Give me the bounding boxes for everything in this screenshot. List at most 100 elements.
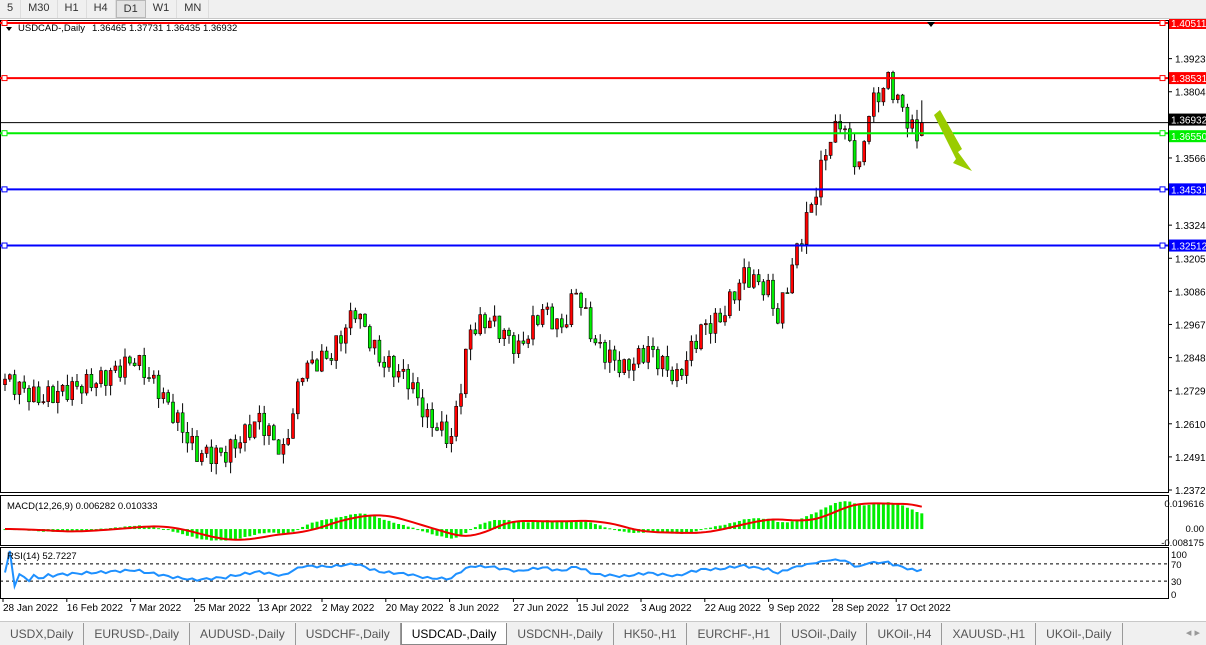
- candle: [631, 357, 636, 381]
- chart-tab[interactable]: USOil-,Daily: [781, 623, 868, 645]
- macd-bar: [785, 522, 789, 530]
- macd-panel: [0, 495, 1169, 546]
- chart-tab[interactable]: AUDUSD-,Daily: [190, 623, 296, 645]
- price-tick-label: 1.27295: [1175, 387, 1206, 398]
- candle-body: [809, 204, 814, 213]
- macd-bar: [301, 526, 305, 530]
- tab-scroll-arrows[interactable]: ◂ ▸: [1185, 627, 1200, 639]
- candle-body: [660, 356, 665, 370]
- candle: [463, 348, 468, 398]
- line-handle[interactable]: [1, 130, 8, 137]
- candle-body: [219, 447, 223, 453]
- candle: [795, 242, 799, 269]
- candle: [228, 438, 233, 474]
- candle: [891, 70, 895, 104]
- price-tick-label: 1.26105: [1175, 420, 1206, 431]
- chart-tab[interactable]: UKOil-,Daily: [1036, 623, 1123, 645]
- macd-bar: [718, 525, 722, 530]
- macd-bar: [349, 514, 353, 530]
- candle-body: [166, 392, 170, 403]
- chart-tab[interactable]: XAUUSD-,H1: [942, 623, 1037, 645]
- date-label: 27 Jun 2022: [513, 603, 568, 614]
- candle: [449, 427, 454, 453]
- line-handle[interactable]: [1, 20, 8, 26]
- candle: [742, 258, 747, 290]
- line-handle[interactable]: [1159, 75, 1166, 82]
- timeframe-w1[interactable]: W1: [146, 0, 178, 18]
- timeframe-5[interactable]: 5: [0, 0, 22, 18]
- rsi-panel: [0, 547, 1169, 599]
- date-label: 16 Feb 2022: [67, 603, 124, 614]
- candle-body: [94, 383, 98, 388]
- candle: [411, 372, 415, 394]
- price-chart[interactable]: 1.39230 1.38040 1.35660 1.33245 1.32055 1.308…: [0, 19, 1206, 620]
- candle: [919, 100, 924, 137]
- line-handle[interactable]: [1159, 242, 1166, 249]
- candle-body: [651, 345, 655, 350]
- candle-body: [843, 128, 847, 131]
- macd-bar: [377, 518, 381, 530]
- chart-tab[interactable]: EURUSD-,Daily: [84, 623, 191, 645]
- line-handle[interactable]: [1159, 130, 1166, 137]
- timeframe-d1[interactable]: D1: [115, 0, 146, 18]
- line-handle[interactable]: [1159, 20, 1166, 26]
- timeframe-m30[interactable]: M30: [21, 0, 58, 18]
- macd-bar: [85, 529, 89, 531]
- candle: [156, 370, 161, 408]
- price-tick-label: 1.28485: [1175, 354, 1206, 365]
- candle-body: [535, 315, 540, 325]
- timeframe-mn[interactable]: MN: [177, 0, 210, 18]
- timeframe-h4[interactable]: H4: [87, 0, 116, 18]
- macd-bar: [598, 525, 602, 530]
- candle-body: [358, 313, 363, 320]
- macd-bar: [790, 521, 794, 530]
- chart-tab[interactable]: USDCAD-,Daily: [400, 623, 508, 645]
- chart-tab[interactable]: EURCHF-,H1: [687, 623, 782, 645]
- timeframe-h1[interactable]: H1: [58, 0, 87, 18]
- chart-tab[interactable]: USDX,Daily: [0, 623, 85, 645]
- candle-body: [555, 318, 559, 330]
- macd-bar: [368, 515, 372, 530]
- candle-body: [804, 212, 809, 245]
- candle-body: [454, 405, 459, 437]
- macd-bar: [656, 529, 660, 533]
- chart-tab[interactable]: USDCNH-,Daily: [507, 623, 614, 645]
- candle: [675, 363, 679, 388]
- candle: [761, 279, 766, 301]
- macd-bar: [665, 529, 669, 533]
- line-handle[interactable]: [1, 186, 8, 193]
- candle-body: [420, 397, 425, 418]
- candle: [713, 308, 718, 343]
- candle-body: [3, 378, 7, 385]
- macd-bar: [857, 504, 861, 530]
- candle-body: [46, 386, 51, 402]
- chart-tab[interactable]: UKOil-,H4: [867, 623, 943, 645]
- candle: [636, 345, 641, 368]
- candle: [694, 334, 699, 354]
- dropdown-triangle-icon[interactable]: [6, 27, 12, 31]
- macd-bar: [670, 529, 674, 534]
- line-handle[interactable]: [1159, 186, 1166, 193]
- macd-bar: [891, 503, 895, 530]
- price-level-label: 1.40511: [1171, 19, 1206, 30]
- macd-bar: [65, 529, 69, 532]
- candle-body: [675, 369, 679, 382]
- candle-body: [430, 409, 435, 428]
- candle-body: [271, 425, 276, 441]
- candle: [329, 353, 334, 366]
- candle-body: [588, 307, 593, 340]
- ohlc-values: 1.36465 1.37731 1.36435 1.36932: [92, 23, 237, 34]
- shift-marker-icon[interactable]: [927, 22, 935, 27]
- chart-tab[interactable]: HK50-,H1: [614, 623, 688, 645]
- price-level-label: 1.38531: [1171, 74, 1206, 85]
- candle: [617, 351, 622, 378]
- candle-body: [622, 359, 627, 373]
- candle: [80, 384, 84, 404]
- macd-bar: [387, 520, 391, 530]
- candle: [473, 322, 478, 336]
- candle: [291, 408, 295, 439]
- line-handle[interactable]: [1, 75, 8, 82]
- chart-tab[interactable]: USDCHF-,Daily: [296, 623, 401, 645]
- candle-body: [871, 92, 876, 117]
- line-handle[interactable]: [1, 242, 8, 249]
